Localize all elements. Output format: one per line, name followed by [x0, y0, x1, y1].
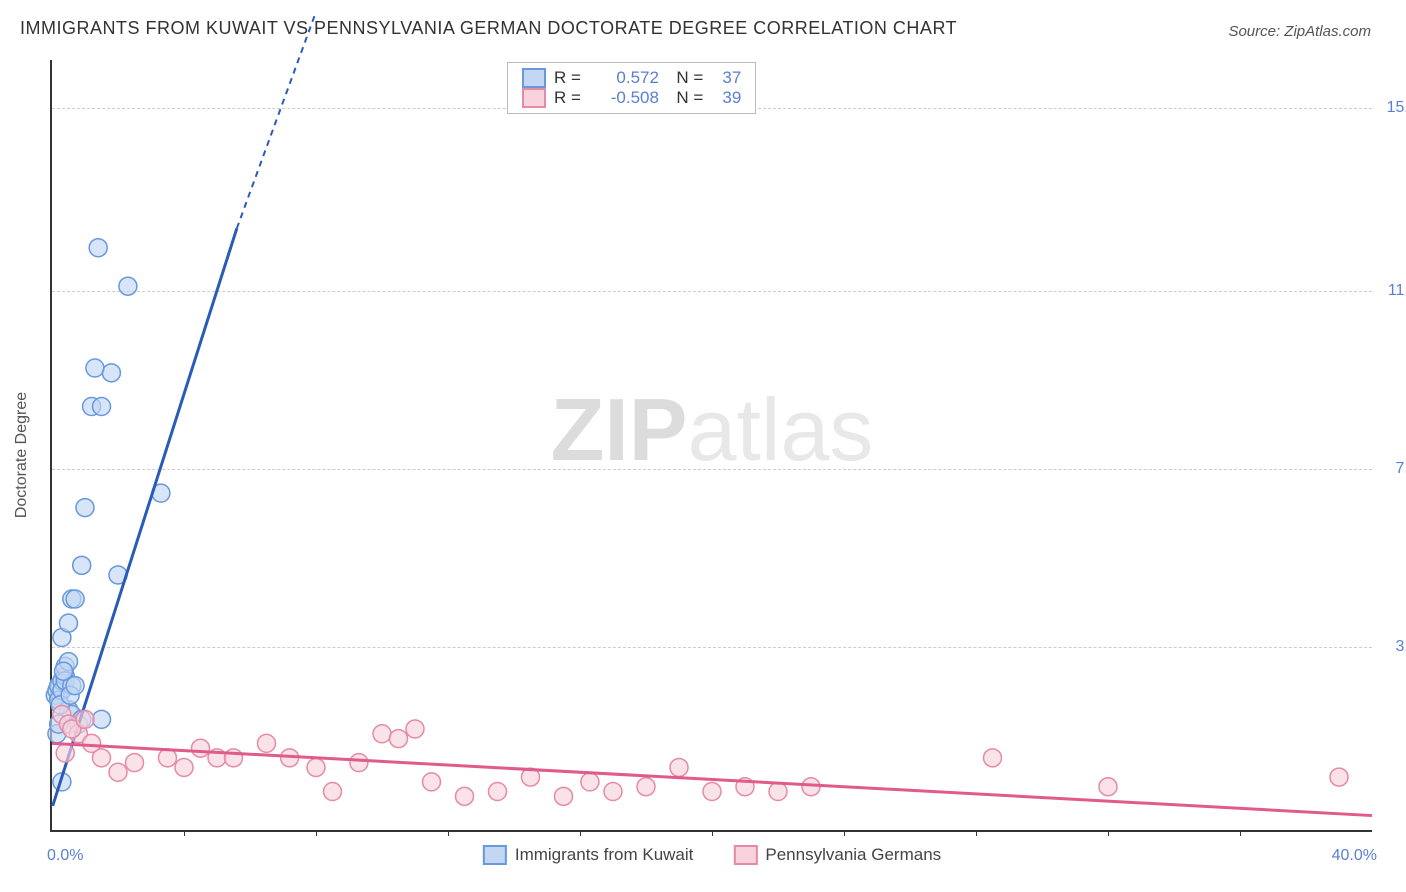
- data-point: [406, 720, 424, 738]
- correlation-legend: R = 0.572 N = 37 R = -0.508 N = 39: [507, 62, 756, 114]
- legend-row-2: R = -0.508 N = 39: [522, 88, 741, 108]
- data-point: [390, 730, 408, 748]
- y-tick-label: 11.2%: [1388, 282, 1406, 300]
- data-point: [56, 744, 74, 762]
- data-point: [93, 749, 111, 767]
- plot-area: ZIPatlas 3.8%7.5%11.2%15.0% R = 0.572 N …: [50, 60, 1372, 832]
- data-point: [984, 749, 1002, 767]
- trend-line: [52, 743, 1372, 815]
- legend-n-value-2: 39: [711, 88, 741, 108]
- data-point: [489, 783, 507, 801]
- series-name-1: Immigrants from Kuwait: [515, 845, 694, 865]
- data-point: [670, 758, 688, 776]
- trend-line-dashed: [237, 12, 316, 229]
- data-point: [703, 783, 721, 801]
- data-point: [66, 677, 84, 695]
- y-tick-label: 3.8%: [1396, 638, 1406, 656]
- data-point: [102, 364, 120, 382]
- data-point: [93, 398, 111, 416]
- bottom-swatch-kuwait: [483, 845, 507, 865]
- chart-container: IMMIGRANTS FROM KUWAIT VS PENNSYLVANIA G…: [0, 0, 1406, 892]
- data-point: [769, 783, 787, 801]
- chart-title: IMMIGRANTS FROM KUWAIT VS PENNSYLVANIA G…: [20, 18, 957, 39]
- data-point: [555, 787, 573, 805]
- chart-source: Source: ZipAtlas.com: [1228, 23, 1371, 40]
- legend-swatch-penn: [522, 88, 546, 108]
- data-point: [373, 725, 391, 743]
- legend-n-label: N =: [667, 68, 703, 88]
- data-point: [175, 758, 193, 776]
- data-point: [1330, 768, 1348, 786]
- data-point: [86, 359, 104, 377]
- data-point: [637, 778, 655, 796]
- y-tick-label: 7.5%: [1396, 460, 1406, 478]
- legend-r-value-1: 0.572: [589, 68, 659, 88]
- data-point: [119, 277, 137, 295]
- bottom-swatch-penn: [733, 845, 757, 865]
- data-point: [581, 773, 599, 791]
- data-point: [192, 739, 210, 757]
- x-min-label: 0.0%: [47, 847, 83, 865]
- data-point: [350, 754, 368, 772]
- data-point: [109, 763, 127, 781]
- data-point: [324, 783, 342, 801]
- data-point: [76, 499, 94, 517]
- x-max-label: 40.0%: [1332, 847, 1377, 865]
- legend-n-value-1: 37: [711, 68, 741, 88]
- y-axis-label: Doctorate Degree: [13, 392, 31, 518]
- legend-r-value-2: -0.508: [589, 88, 659, 108]
- data-point: [258, 734, 276, 752]
- data-point: [73, 556, 91, 574]
- bottom-legend-penn: Pennsylvania Germans: [733, 845, 941, 865]
- series-name-2: Pennsylvania Germans: [765, 845, 941, 865]
- bottom-legend: Immigrants from Kuwait Pennsylvania Germ…: [483, 845, 941, 865]
- legend-n-label-2: N =: [667, 88, 703, 108]
- legend-r-label: R =: [554, 68, 581, 88]
- data-point: [89, 239, 107, 257]
- legend-r-label-2: R =: [554, 88, 581, 108]
- data-point: [76, 710, 94, 728]
- data-point: [60, 614, 78, 632]
- plot-svg: [52, 60, 1372, 830]
- data-point: [423, 773, 441, 791]
- data-point: [93, 710, 111, 728]
- data-point: [126, 754, 144, 772]
- data-point: [1099, 778, 1117, 796]
- data-point: [66, 590, 84, 608]
- y-tick-label: 15.0%: [1387, 99, 1406, 117]
- legend-swatch-kuwait: [522, 68, 546, 88]
- data-point: [604, 783, 622, 801]
- legend-row-1: R = 0.572 N = 37: [522, 68, 741, 88]
- bottom-legend-kuwait: Immigrants from Kuwait: [483, 845, 694, 865]
- data-point: [456, 787, 474, 805]
- data-point: [307, 758, 325, 776]
